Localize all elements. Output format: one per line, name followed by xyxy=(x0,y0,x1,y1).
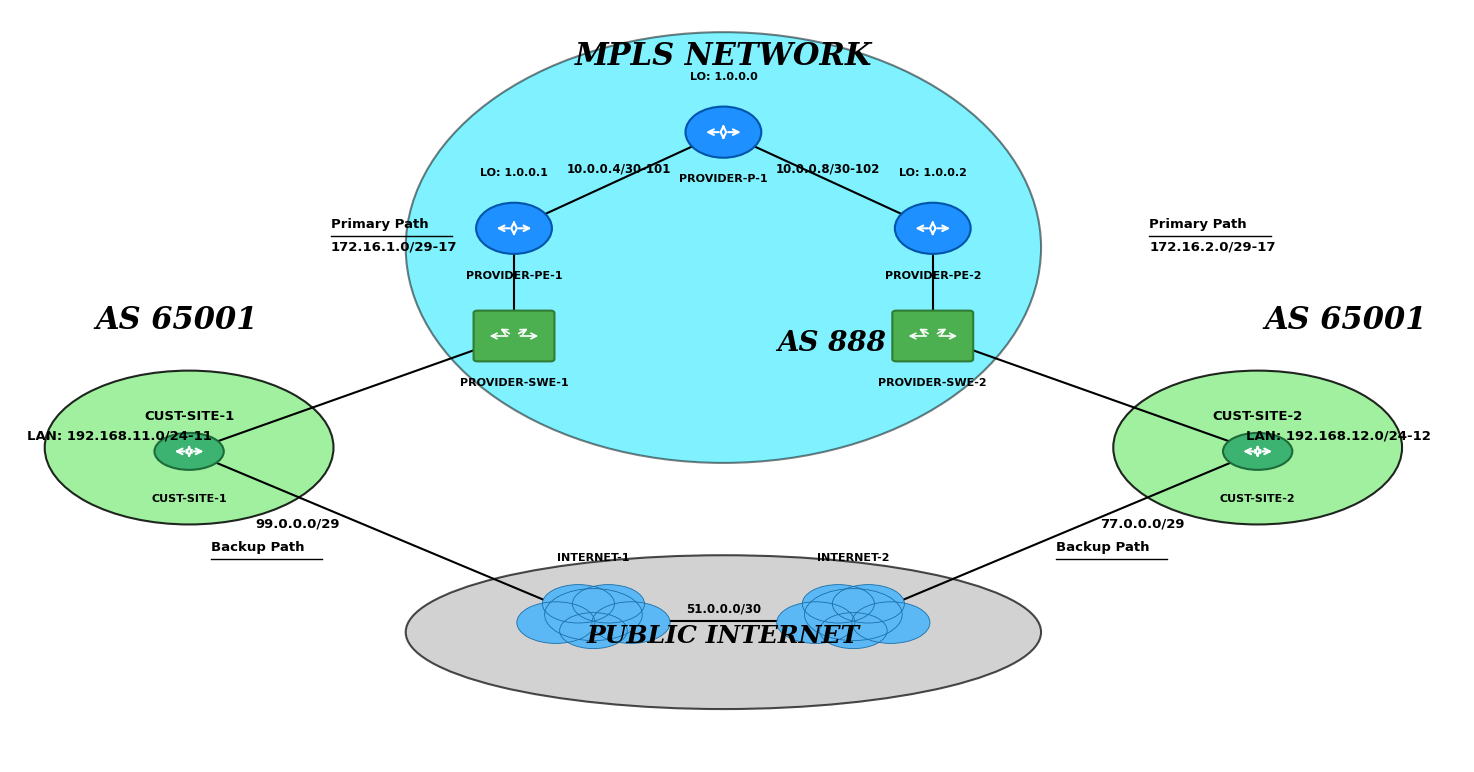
Circle shape xyxy=(593,602,671,643)
Text: PROVIDER-P-1: PROVIDER-P-1 xyxy=(680,174,768,185)
Text: INTERNET-1: INTERNET-1 xyxy=(557,553,629,563)
Text: 10.0.0.8/30-102: 10.0.0.8/30-102 xyxy=(775,162,880,175)
Text: 99.0.0.0/29: 99.0.0.0/29 xyxy=(255,517,339,530)
Text: Primary Path: Primary Path xyxy=(330,218,429,231)
Text: Backup Path: Backup Path xyxy=(1055,540,1150,554)
Text: 51.0.0.0/30: 51.0.0.0/30 xyxy=(685,603,761,615)
Circle shape xyxy=(560,613,628,648)
Text: 77.0.0.0/29: 77.0.0.0/29 xyxy=(1100,517,1185,530)
Text: AS 65001: AS 65001 xyxy=(1265,305,1427,336)
Circle shape xyxy=(572,584,644,623)
Text: AS 65001: AS 65001 xyxy=(96,305,258,336)
Ellipse shape xyxy=(895,203,971,254)
Circle shape xyxy=(777,602,855,643)
Ellipse shape xyxy=(155,433,224,470)
Text: PROVIDER-PE-2: PROVIDER-PE-2 xyxy=(884,271,982,280)
Ellipse shape xyxy=(1223,433,1293,470)
Text: AS 888: AS 888 xyxy=(777,330,886,357)
Circle shape xyxy=(542,584,615,623)
Text: INTERNET-2: INTERNET-2 xyxy=(817,553,890,563)
FancyBboxPatch shape xyxy=(473,310,554,361)
Text: 172.16.1.0/29-17: 172.16.1.0/29-17 xyxy=(330,241,457,254)
Circle shape xyxy=(517,602,595,643)
Text: PROVIDER-SWE-1: PROVIDER-SWE-1 xyxy=(460,378,569,388)
Circle shape xyxy=(802,584,874,623)
Text: LAN: 192.168.11.0/24-11: LAN: 192.168.11.0/24-11 xyxy=(28,429,212,442)
Text: PUBLIC INTERNET: PUBLIC INTERNET xyxy=(587,624,859,648)
Text: LO: 1.0.0.0: LO: 1.0.0.0 xyxy=(690,72,758,82)
Ellipse shape xyxy=(405,555,1041,709)
Text: CUST-SITE-2: CUST-SITE-2 xyxy=(1213,410,1303,423)
Text: LAN: 192.168.12.0/24-12: LAN: 192.168.12.0/24-12 xyxy=(1246,429,1431,442)
Text: 172.16.2.0/29-17: 172.16.2.0/29-17 xyxy=(1150,241,1276,254)
Text: Primary Path: Primary Path xyxy=(1150,218,1247,231)
FancyBboxPatch shape xyxy=(892,310,973,361)
Text: CUST-SITE-1: CUST-SITE-1 xyxy=(144,410,234,423)
Circle shape xyxy=(852,602,930,643)
Ellipse shape xyxy=(1113,371,1402,524)
Text: CUST-SITE-2: CUST-SITE-2 xyxy=(1220,493,1296,503)
Text: LO: 1.0.0.2: LO: 1.0.0.2 xyxy=(899,168,967,178)
Text: 10.0.0.4/30-101: 10.0.0.4/30-101 xyxy=(566,162,671,175)
Text: PROVIDER-PE-1: PROVIDER-PE-1 xyxy=(466,271,562,280)
Ellipse shape xyxy=(44,371,333,524)
Circle shape xyxy=(820,613,887,648)
Ellipse shape xyxy=(685,107,761,157)
Ellipse shape xyxy=(405,32,1041,463)
Text: MPLS NETWORK: MPLS NETWORK xyxy=(575,41,873,73)
Text: LO: 1.0.0.1: LO: 1.0.0.1 xyxy=(481,168,548,178)
Circle shape xyxy=(833,584,905,623)
Ellipse shape xyxy=(476,203,551,254)
Text: Backup Path: Backup Path xyxy=(211,540,304,554)
Circle shape xyxy=(544,588,643,641)
Circle shape xyxy=(805,588,902,641)
Text: CUST-SITE-1: CUST-SITE-1 xyxy=(152,493,227,503)
Text: PROVIDER-SWE-2: PROVIDER-SWE-2 xyxy=(879,378,988,388)
